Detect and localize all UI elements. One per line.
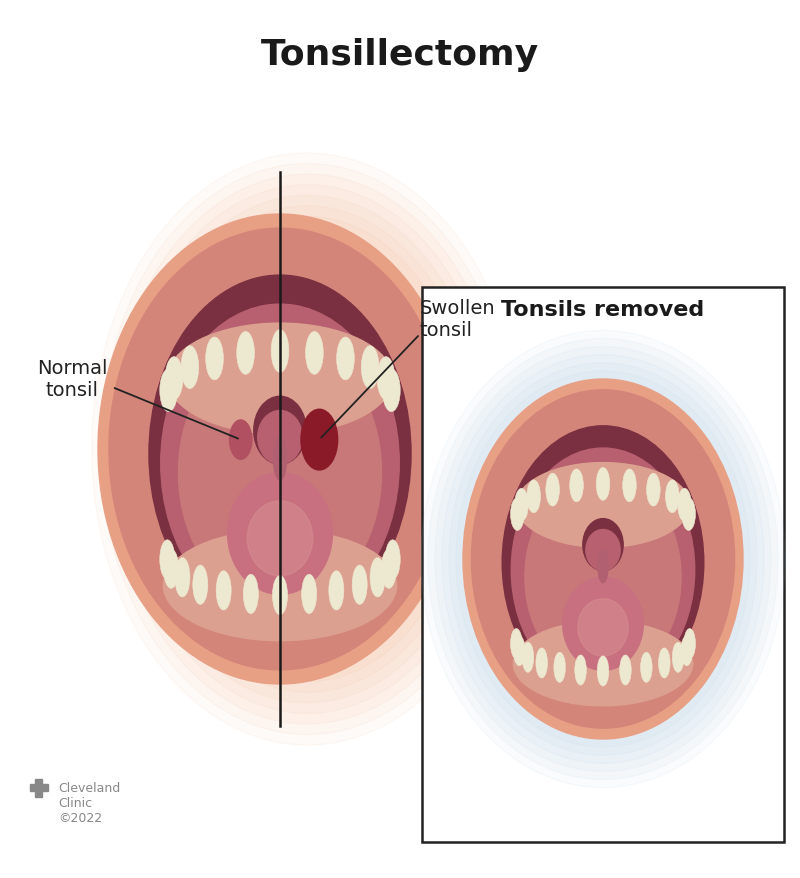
Ellipse shape (109, 229, 451, 670)
Ellipse shape (620, 655, 631, 686)
Ellipse shape (435, 347, 771, 772)
Ellipse shape (160, 540, 175, 579)
Ellipse shape (362, 346, 379, 389)
Ellipse shape (118, 185, 497, 714)
Ellipse shape (135, 206, 479, 693)
Ellipse shape (306, 332, 323, 375)
Ellipse shape (678, 489, 691, 522)
Ellipse shape (227, 473, 333, 594)
Ellipse shape (622, 470, 636, 502)
Ellipse shape (596, 468, 610, 500)
Ellipse shape (522, 643, 534, 673)
Ellipse shape (536, 648, 547, 678)
Ellipse shape (126, 196, 488, 703)
Ellipse shape (274, 437, 286, 480)
Ellipse shape (442, 356, 764, 764)
Text: Swollen
tonsil: Swollen tonsil (420, 299, 496, 340)
Ellipse shape (382, 370, 400, 412)
Ellipse shape (237, 332, 254, 375)
Ellipse shape (586, 530, 620, 571)
Ellipse shape (516, 463, 690, 548)
Ellipse shape (598, 656, 609, 687)
Ellipse shape (144, 217, 470, 682)
Ellipse shape (658, 648, 670, 678)
Ellipse shape (216, 571, 231, 610)
Ellipse shape (247, 501, 313, 576)
Ellipse shape (672, 643, 684, 673)
Ellipse shape (181, 346, 198, 389)
Text: Tonsillectomy: Tonsillectomy (261, 38, 539, 72)
Ellipse shape (684, 629, 695, 658)
Ellipse shape (193, 565, 208, 605)
Ellipse shape (161, 305, 399, 623)
Ellipse shape (160, 370, 178, 412)
Ellipse shape (570, 470, 583, 502)
Ellipse shape (254, 397, 306, 464)
Ellipse shape (329, 571, 344, 610)
Ellipse shape (514, 489, 528, 522)
Ellipse shape (258, 411, 302, 464)
Text: Cleveland
Clinic
©2022: Cleveland Clinic ©2022 (58, 781, 120, 824)
Ellipse shape (666, 480, 679, 513)
Ellipse shape (377, 357, 394, 400)
Ellipse shape (337, 338, 354, 380)
Ellipse shape (428, 339, 778, 780)
Ellipse shape (163, 530, 397, 641)
Ellipse shape (301, 410, 338, 471)
Ellipse shape (456, 371, 750, 747)
Ellipse shape (554, 652, 566, 682)
Ellipse shape (511, 449, 694, 692)
Ellipse shape (92, 154, 522, 745)
Ellipse shape (370, 558, 385, 597)
Ellipse shape (178, 339, 382, 607)
Bar (422, 288, 784, 842)
Ellipse shape (471, 391, 734, 729)
Ellipse shape (101, 164, 514, 735)
Ellipse shape (510, 629, 522, 658)
Ellipse shape (682, 498, 695, 531)
Ellipse shape (527, 480, 541, 513)
Ellipse shape (641, 652, 652, 682)
Ellipse shape (271, 330, 289, 373)
Text: Tonsils removed: Tonsils removed (502, 299, 705, 320)
Ellipse shape (681, 636, 693, 666)
Ellipse shape (385, 540, 400, 579)
Ellipse shape (352, 565, 367, 605)
Ellipse shape (449, 363, 757, 755)
Ellipse shape (382, 550, 396, 588)
Ellipse shape (230, 421, 252, 460)
Ellipse shape (421, 331, 785, 788)
Ellipse shape (510, 498, 524, 531)
Ellipse shape (273, 576, 287, 615)
Ellipse shape (167, 324, 393, 435)
Ellipse shape (583, 519, 623, 571)
Bar (30, 784, 48, 791)
Ellipse shape (149, 276, 411, 632)
Ellipse shape (646, 474, 660, 507)
Bar (35, 779, 42, 797)
Ellipse shape (546, 474, 559, 507)
Ellipse shape (243, 575, 258, 614)
Ellipse shape (206, 338, 223, 380)
Ellipse shape (514, 622, 693, 706)
Ellipse shape (175, 558, 190, 597)
Ellipse shape (98, 215, 462, 684)
Ellipse shape (514, 636, 525, 666)
Ellipse shape (463, 379, 743, 739)
Ellipse shape (562, 578, 643, 671)
Ellipse shape (578, 599, 628, 657)
Ellipse shape (598, 551, 608, 583)
Ellipse shape (153, 227, 462, 672)
Ellipse shape (164, 550, 178, 588)
Ellipse shape (502, 427, 704, 700)
Ellipse shape (302, 575, 317, 614)
Ellipse shape (525, 475, 681, 680)
Ellipse shape (110, 175, 506, 724)
Ellipse shape (574, 655, 586, 686)
Ellipse shape (166, 357, 183, 400)
Text: Normal
tonsil: Normal tonsil (37, 359, 107, 400)
